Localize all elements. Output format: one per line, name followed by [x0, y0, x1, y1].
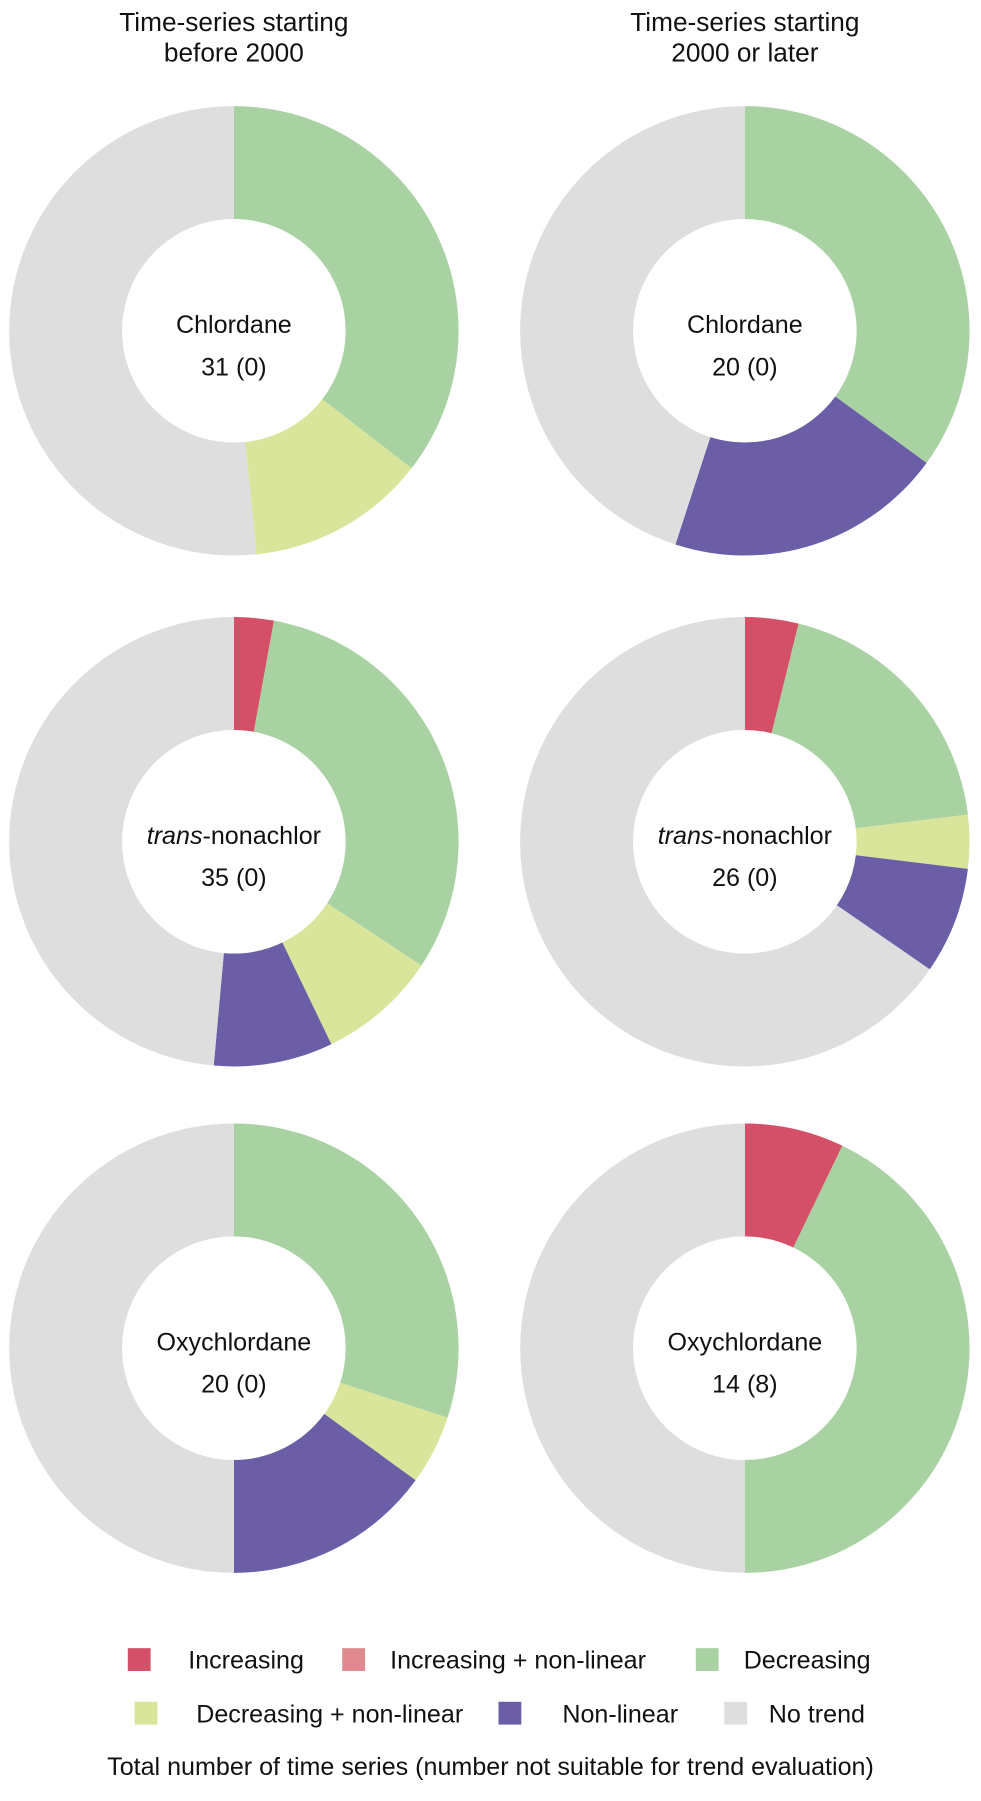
column-title: before 2000 — [164, 38, 304, 68]
donut-center-name: trans-nonachlor — [658, 822, 832, 850]
donut-chart: Chlordane 20 (0) — [520, 106, 970, 556]
donut-slice-decreasing-non-linear — [245, 399, 412, 555]
donut-slice-no-trend — [520, 106, 745, 545]
donut-chart: Chlordane 31 (0) — [9, 106, 459, 556]
donut-center-count: 35 (0) — [201, 864, 267, 892]
donut-center-name: Oxychlordane — [667, 1328, 822, 1356]
legend-item: Increasing — [127, 1647, 304, 1675]
donut-chart: Oxychlordane 20 (0) — [9, 1123, 459, 1573]
donut-center-count: 20 (0) — [712, 353, 778, 381]
donut-slice-non-linear — [836, 855, 968, 970]
donut-slice-decreasing-non-linear — [282, 903, 422, 1045]
donut-slice-no-trend — [9, 617, 234, 1066]
legend: Increasing Increasing + non-linear Decreas… — [127, 1647, 871, 1728]
donut-center-name: trans-nonachlor — [147, 822, 321, 850]
donut-slice-no-trend — [9, 106, 257, 556]
donut-center-count: 14 (8) — [712, 1371, 778, 1399]
donut-chart: trans-nonachlor 26 (0) — [520, 617, 970, 1067]
donut-center-count: 31 (0) — [201, 353, 267, 381]
donut-slice-increasing — [744, 1123, 843, 1248]
donut-center-name: Chlordane — [687, 311, 803, 339]
donut-slice-increasing — [233, 617, 274, 732]
legend-label: Increasing + non-linear — [390, 1647, 646, 1675]
footnote: Total number of time series (number not … — [107, 1753, 874, 1781]
legend-item: Non-linear — [498, 1700, 678, 1728]
donut-center-count: 20 (0) — [201, 1371, 267, 1399]
donut-slice-increasing — [744, 617, 799, 734]
legend-label: Increasing — [188, 1647, 304, 1675]
legend-item: Decreasing + non-linear — [134, 1700, 463, 1728]
donut-chart: trans-nonachlor 35 (0) — [9, 617, 459, 1067]
legend-swatch — [134, 1701, 158, 1725]
legend-item: No trend — [724, 1700, 865, 1728]
donut-slice-decreasing — [233, 1123, 459, 1418]
donut-slice-decreasing — [253, 620, 459, 966]
legend-item: Decreasing — [695, 1647, 871, 1675]
legend-label: Decreasing — [744, 1647, 871, 1675]
donut-slice-non-linear — [213, 942, 332, 1067]
legend-label: Decreasing + non-linear — [196, 1700, 463, 1728]
column-title: Time-series starting — [119, 7, 348, 37]
donut-slice-decreasing-non-linear — [855, 814, 970, 869]
donut-slice-non-linear — [675, 396, 927, 556]
donut-chart: Oxychlordane 14 (8) — [520, 1123, 970, 1573]
column-title: Time-series starting — [630, 7, 859, 37]
donut-slice-decreasing — [744, 1145, 970, 1573]
legend-label: No trend — [769, 1700, 865, 1728]
donut-slice-decreasing — [233, 106, 459, 469]
donut-center-name: Chlordane — [176, 311, 292, 339]
legend-swatch — [695, 1648, 719, 1671]
donut-slice-decreasing — [771, 623, 968, 829]
legend-label: Non-linear — [562, 1700, 678, 1728]
donut-slice-decreasing-non-linear — [324, 1382, 448, 1481]
column-title: 2000 or later — [671, 38, 818, 68]
donut-center-name: Oxychlordane — [156, 1328, 311, 1356]
legend-item: Increasing + non-linear — [342, 1647, 646, 1675]
legend-swatch — [724, 1701, 748, 1725]
donut-slice-no-trend — [520, 617, 930, 1067]
donut-slice-no-trend — [520, 1123, 745, 1573]
donut-slice-decreasing — [744, 106, 970, 463]
legend-swatch — [342, 1648, 366, 1671]
donut-slice-no-trend — [9, 1123, 234, 1573]
donut-slice-non-linear — [233, 1413, 416, 1573]
legend-swatch — [498, 1701, 522, 1725]
legend-swatch — [127, 1648, 151, 1671]
donut-center-count: 26 (0) — [712, 864, 778, 892]
